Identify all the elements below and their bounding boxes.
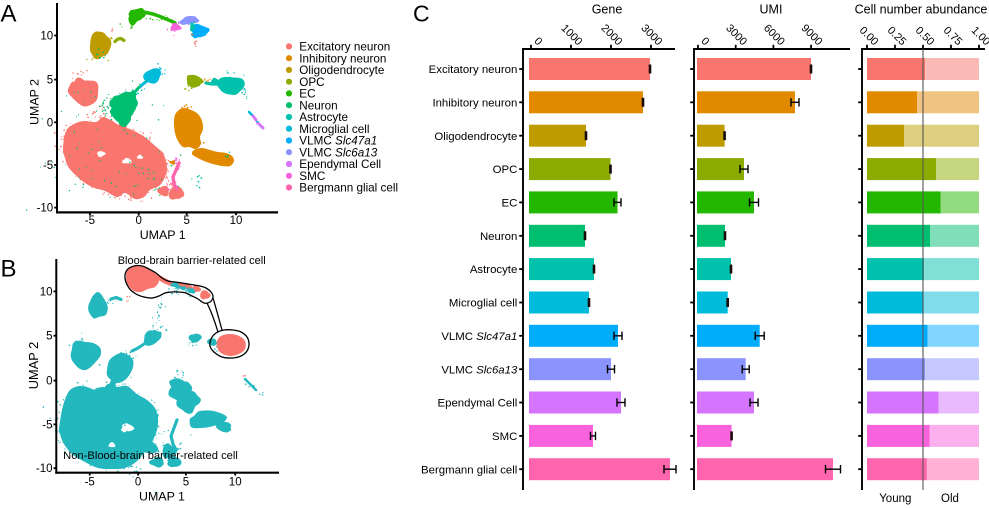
svg-text:-5: -5 — [85, 215, 95, 227]
svg-text:Microglial cell: Microglial cell — [449, 298, 517, 310]
svg-text:-5: -5 — [42, 419, 52, 431]
svg-text:UMAP 2: UMAP 2 — [28, 79, 42, 125]
svg-text:Astrocyte: Astrocyte — [299, 111, 348, 124]
svg-text:Gene: Gene — [592, 3, 623, 17]
svg-text:5: 5 — [183, 215, 189, 227]
svg-text:EC: EC — [299, 88, 315, 101]
svg-text:A: A — [1, 1, 17, 28]
svg-text:10: 10 — [229, 477, 242, 489]
svg-text:EC: EC — [501, 198, 517, 210]
svg-text:✱: ✱ — [175, 283, 182, 292]
svg-text:Cell number abundance: Cell number abundance — [855, 3, 988, 17]
svg-text:-5: -5 — [43, 160, 53, 172]
svg-text:10: 10 — [40, 286, 53, 298]
svg-text:UMAP 2: UMAP 2 — [26, 342, 41, 389]
svg-text:C: C — [413, 0, 430, 26]
svg-text:B: B — [1, 256, 17, 283]
svg-text:OPC: OPC — [299, 76, 324, 89]
svg-text:Astrocyte: Astrocyte — [470, 264, 517, 276]
svg-text:VLMC Slc47a1: VLMC Slc47a1 — [299, 135, 377, 148]
svg-text:Neuron: Neuron — [299, 99, 337, 112]
svg-text:Non-Blood-brain barrier-relate: Non-Blood-brain barrier-related cell — [63, 450, 238, 462]
svg-text:5: 5 — [47, 75, 53, 87]
svg-text:SMC: SMC — [492, 431, 517, 443]
svg-text:Oligodendrocyte: Oligodendrocyte — [434, 131, 517, 143]
svg-text:Young: Young — [879, 493, 911, 505]
svg-text:0: 0 — [46, 376, 52, 388]
svg-text:Ependymal Cell: Ependymal Cell — [299, 158, 381, 171]
svg-text:Excitatory neuron: Excitatory neuron — [299, 41, 390, 54]
svg-text:VLMC Slc47a1: VLMC Slc47a1 — [441, 331, 517, 343]
svg-text:Microglial cell: Microglial cell — [299, 123, 369, 136]
svg-text:Excitatory neuron: Excitatory neuron — [429, 64, 518, 76]
svg-text:Old: Old — [941, 493, 959, 505]
svg-text:OPC: OPC — [493, 164, 518, 176]
svg-text:UMI: UMI — [760, 3, 783, 17]
svg-text:0: 0 — [47, 117, 53, 129]
svg-text:10: 10 — [40, 31, 53, 43]
svg-text:Bergmann glial cell: Bergmann glial cell — [299, 182, 398, 195]
svg-text:5: 5 — [183, 477, 189, 489]
svg-text:SMC: SMC — [299, 170, 325, 183]
svg-text:10: 10 — [230, 215, 243, 227]
svg-text:Neuron: Neuron — [480, 231, 517, 243]
svg-text:VLMC Slc6a13: VLMC Slc6a13 — [299, 146, 377, 159]
svg-text:5: 5 — [46, 331, 52, 343]
svg-text:Blood-brain barrier-related ce: Blood-brain barrier-related cell — [118, 255, 266, 267]
svg-text:UMAP 1: UMAP 1 — [140, 228, 186, 242]
svg-text:✱: ✱ — [186, 286, 193, 295]
svg-text:0: 0 — [135, 477, 141, 489]
svg-text:-10: -10 — [37, 203, 54, 215]
svg-text:Inhibitory neuron: Inhibitory neuron — [299, 52, 386, 65]
svg-text:UMAP 1: UMAP 1 — [139, 490, 185, 504]
svg-text:Bergmann glial cell: Bergmann glial cell — [421, 464, 517, 476]
svg-text:VLMC Slc6a13: VLMC Slc6a13 — [441, 364, 518, 376]
svg-text:0: 0 — [135, 215, 141, 227]
svg-text:Oligodendrocyte: Oligodendrocyte — [299, 64, 384, 77]
svg-text:Inhibitory neuron: Inhibitory neuron — [432, 97, 517, 109]
svg-text:-10: -10 — [36, 463, 53, 475]
svg-text:Ependymal Cell: Ependymal Cell — [438, 398, 518, 410]
svg-text:-5: -5 — [85, 477, 95, 489]
